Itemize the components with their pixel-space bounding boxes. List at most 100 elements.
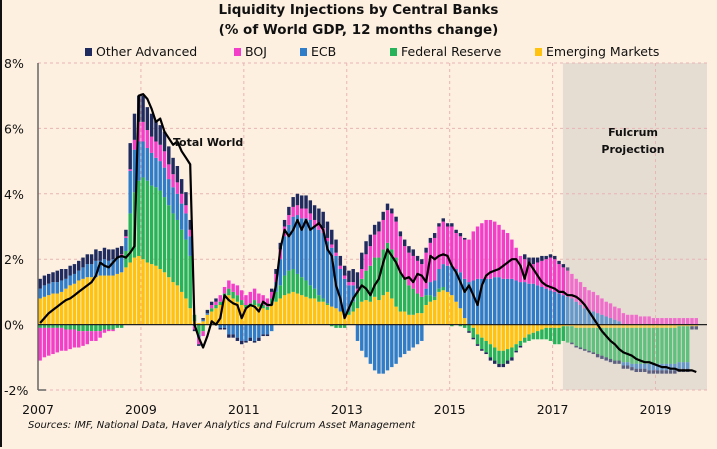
bar-segment <box>690 324 694 327</box>
bar-segment <box>600 298 604 315</box>
bar-segment <box>548 254 553 258</box>
bar-segment <box>407 314 411 325</box>
bar-segment <box>231 324 235 335</box>
bar-segment <box>42 275 47 286</box>
bar-segment <box>647 316 651 325</box>
bar-segment <box>634 327 638 364</box>
bar-segment <box>630 327 634 364</box>
bar-segment <box>651 370 656 374</box>
bar-segment <box>668 327 673 364</box>
bar-segment <box>145 130 150 149</box>
bar-segment <box>252 324 257 341</box>
y-tick-label: 6% <box>4 121 24 136</box>
bar-segment <box>342 265 347 276</box>
bar-segment <box>544 288 548 325</box>
bar-segment <box>171 213 175 283</box>
bar-segment <box>77 260 81 271</box>
bar-segment <box>565 296 570 325</box>
bar-segment <box>424 304 428 325</box>
legend-swatch <box>535 47 542 56</box>
bar-segment <box>540 260 544 287</box>
bar-segment <box>381 324 385 374</box>
bar-segment <box>287 293 291 325</box>
bar-segment <box>167 205 171 278</box>
bar-segment <box>604 316 608 325</box>
bar-segment <box>188 255 192 309</box>
bar-segment <box>681 326 686 363</box>
bar-segment <box>304 296 308 325</box>
legend-label: Other Advanced <box>96 44 198 59</box>
bar-segment <box>364 241 368 255</box>
bar-segment <box>282 275 287 296</box>
bar-segment <box>411 314 415 325</box>
bar-segment <box>621 313 626 325</box>
bar-segment <box>265 298 270 307</box>
bar-segment <box>372 224 377 235</box>
bar-segment <box>102 275 107 325</box>
bar-segment <box>415 324 420 345</box>
bar-segment <box>248 337 252 341</box>
bar-segment <box>261 324 265 335</box>
bar-segment <box>523 259 527 283</box>
bar-segment <box>630 324 634 328</box>
bar-segment <box>364 300 368 325</box>
bar-segment <box>167 146 171 165</box>
bar-segment <box>55 324 60 328</box>
bar-segment <box>437 291 441 325</box>
bar-segment <box>505 324 510 350</box>
bar-segment <box>158 269 162 325</box>
bar-segment <box>432 233 437 238</box>
bar-segment <box>544 327 548 340</box>
bar-segment <box>664 327 668 364</box>
bar-segment <box>312 298 317 325</box>
bar-segment <box>42 324 47 328</box>
bar-segment <box>59 269 64 281</box>
bar-segment <box>553 255 557 260</box>
bar-segment <box>608 358 613 363</box>
bar-segment <box>42 327 47 358</box>
bar-segment <box>428 237 433 243</box>
bar-segment <box>149 264 154 325</box>
bar-segment <box>617 321 621 325</box>
bar-segment <box>591 291 596 312</box>
bar-segment <box>471 327 475 338</box>
bar-segment <box>137 255 141 325</box>
bar-segment <box>89 254 94 265</box>
bar-segment <box>107 329 111 332</box>
bar-segment <box>437 223 441 227</box>
bar-segment <box>505 349 510 361</box>
bar-segment <box>338 311 343 325</box>
bar-segment <box>527 283 531 325</box>
bar-segment <box>128 143 132 170</box>
bar-segment <box>295 273 300 294</box>
bar-segment <box>342 314 347 325</box>
bar-segment <box>274 301 278 325</box>
bar-segment <box>257 303 261 307</box>
x-tick-label: 2009 <box>125 402 157 417</box>
bar-segment <box>390 298 394 325</box>
bar-segment <box>239 300 244 305</box>
bar-segment <box>458 272 463 309</box>
bar-segment <box>655 324 660 328</box>
bar-segment <box>518 324 523 341</box>
bar-segment <box>634 363 638 369</box>
bar-segment <box>77 280 81 325</box>
bar-segment <box>484 219 488 279</box>
bar-segment <box>55 270 60 283</box>
bar-segment <box>98 275 102 325</box>
bar-segment <box>72 324 77 330</box>
legend-item-other-advanced: Other Advanced <box>85 44 197 59</box>
bar-segment <box>501 324 506 351</box>
bar-segment <box>239 340 244 345</box>
legend-swatch <box>300 47 307 56</box>
bar-segment <box>214 301 218 305</box>
bar-segment <box>527 264 531 284</box>
bar-segment <box>368 301 373 325</box>
bar-segment <box>162 167 167 198</box>
bar-segment <box>548 290 553 325</box>
bar-segment <box>85 331 90 345</box>
bar-segment <box>188 236 192 256</box>
bar-segment <box>411 288 415 315</box>
bar-segment <box>685 362 690 369</box>
